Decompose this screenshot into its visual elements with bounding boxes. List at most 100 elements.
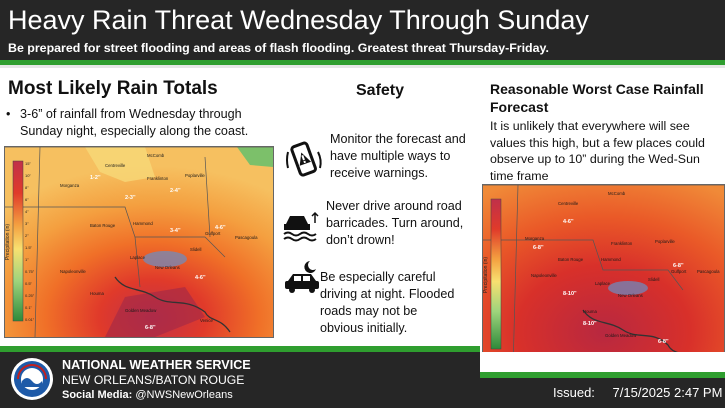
precip-legend-bar	[490, 198, 502, 350]
nws-office-name: NEW ORLEANS/BATON ROUGE	[62, 373, 245, 387]
range-label: 6-8"	[658, 339, 669, 345]
phone-alert-icon	[284, 140, 324, 180]
page-subtitle: Be prepared for street flooding and area…	[8, 41, 549, 55]
legend-title: Precipitation (in)	[483, 257, 489, 293]
legend-tick: 0.25"	[25, 293, 35, 298]
legend-tick: 3"	[25, 221, 29, 226]
legend-tick: 0.75"	[25, 269, 35, 274]
header-stripe-green	[0, 60, 725, 65]
city-label: Hammond	[133, 221, 153, 226]
legend-tick: 4"	[25, 209, 29, 214]
high-rain-area	[105, 287, 205, 337]
social-handle[interactable]: @NWSNewOrleans	[135, 389, 233, 401]
most-likely-map-svg: Precipitation (in) 15" 10" 8" 6" 4" 3" 2…	[5, 147, 273, 337]
legend-tick: 6"	[25, 197, 29, 202]
city-label: Franklinton	[147, 176, 169, 181]
worst-case-heading: Reasonable Worst Case Rainfall Forecast	[490, 81, 704, 115]
legend-title: Precipitation (in)	[5, 224, 11, 260]
city-label: Hammond	[601, 257, 621, 262]
city-label: Golden Meadow	[605, 333, 637, 338]
most-likely-rain-map: Precipitation (in) 15" 10" 8" 6" 4" 3" 2…	[4, 146, 274, 338]
range-label: 4-6"	[563, 219, 574, 225]
footer-stripe-green-right	[480, 372, 725, 378]
nws-org-name: NATIONAL WEATHER SERVICE	[62, 358, 251, 372]
city-label: McComb	[608, 191, 626, 196]
city-label: Laplace	[595, 281, 611, 286]
city-label: New Orleans	[155, 265, 180, 270]
city-label: Napoleonville	[60, 269, 86, 274]
header-banner: Heavy Rain Threat Wednesday Through Sund…	[0, 0, 725, 60]
legend-tick: 0.5"	[25, 281, 33, 286]
legend-tick: 8"	[25, 185, 29, 190]
city-label: Slidell	[190, 247, 202, 252]
range-label: 4-6"	[195, 275, 206, 281]
city-label: Gulfport	[671, 269, 687, 274]
worst-rain-field	[483, 185, 724, 369]
legend-tick: 10"	[25, 173, 31, 178]
city-label: Morganza	[525, 236, 545, 241]
range-label: 8-10"	[583, 321, 597, 327]
city-label: Franklinton	[611, 241, 633, 246]
worst-case-rain-map: Precipitation (in) 4-6" 6-8" 8-10" 6-8" …	[482, 184, 725, 370]
issued-time: 2:47 PM	[674, 385, 723, 400]
city-label: Gulfport	[205, 231, 221, 236]
legend-tick: 0.1"	[25, 305, 33, 310]
most-likely-heading: Most Likely Rain Totals	[8, 78, 218, 99]
safety-heading: Safety	[356, 82, 405, 99]
city-label: Golden Meadow	[125, 308, 157, 313]
city-label: Pascagoula	[697, 269, 720, 274]
issued-info: Issued: 7/15/2025 2:47 PM	[553, 385, 722, 400]
header-stripe-gray	[0, 65, 725, 68]
low-rain-area	[85, 147, 155, 182]
city-label: Slidell	[648, 277, 660, 282]
city-label: Laplace	[130, 255, 146, 260]
city-label: Houma	[90, 291, 104, 296]
range-label: 4-6"	[215, 225, 226, 231]
parish-lines	[483, 185, 724, 369]
city-label: Baton Rouge	[90, 223, 116, 228]
legend-tick: 0.01"	[25, 317, 35, 322]
city-label: Poplarville	[655, 239, 675, 244]
city-label: Poplarville	[185, 173, 205, 178]
footer-white-band	[480, 352, 725, 372]
city-label: Napoleonville	[531, 273, 557, 278]
precip-legend-bar	[12, 160, 24, 322]
page-title: Heavy Rain Threat Wednesday Through Sund…	[8, 5, 589, 35]
legend-tick: 2"	[25, 233, 29, 238]
city-label: Morganza	[60, 183, 80, 188]
range-label: 8-10"	[563, 291, 577, 297]
issued-label: Issued:	[553, 385, 595, 400]
worst-case-map-svg: Precipitation (in) 4-6" 6-8" 8-10" 6-8" …	[483, 185, 724, 369]
city-label: Venice	[200, 318, 214, 323]
city-label: McComb	[147, 153, 165, 158]
nws-logo-icon	[10, 357, 54, 401]
legend-tick: 1.5"	[25, 245, 33, 250]
safety-item-barricades: Never drive around road barricades. Turn…	[326, 199, 464, 247]
worst-case-description: It is unlikely that everywhere will see …	[490, 119, 705, 183]
city-label: Centreville	[105, 163, 126, 168]
most-likely-bullet: • 3-6” of rainfall from Wednesday throug…	[6, 106, 286, 140]
lake-pontchartrain	[608, 281, 648, 295]
bullet-dot: •	[6, 107, 11, 121]
issued-date: 7/15/2025	[612, 385, 671, 400]
city-label: Houma	[583, 309, 597, 314]
range-label: 6-8"	[673, 263, 684, 269]
coastline	[114, 276, 231, 333]
safety-item-warnings: Monitor the forecast and have multiple w…	[330, 132, 466, 180]
range-label: 2-3"	[125, 195, 136, 201]
range-label: 1-2"	[90, 175, 101, 181]
social-label: Social Media:	[62, 389, 133, 401]
safety-item-night: Be especially careful driving at night. …	[320, 270, 455, 335]
range-label: 2-4"	[170, 188, 181, 194]
car-night-icon	[282, 257, 322, 297]
lake-pontchartrain	[143, 251, 187, 267]
legend-tick: 1"	[25, 257, 29, 262]
city-label: Centreville	[558, 201, 579, 206]
most-likely-bullet-text: 3-6” of rainfall from Wednesday through …	[20, 107, 249, 138]
city-label: Pascagoula	[235, 235, 258, 240]
social-media: Social Media: @NWSNewOrleans	[62, 389, 233, 401]
footer-stripe-green	[0, 346, 480, 352]
range-label: 6-8"	[533, 245, 544, 251]
parish-lines	[5, 147, 273, 337]
green-area	[237, 147, 273, 167]
